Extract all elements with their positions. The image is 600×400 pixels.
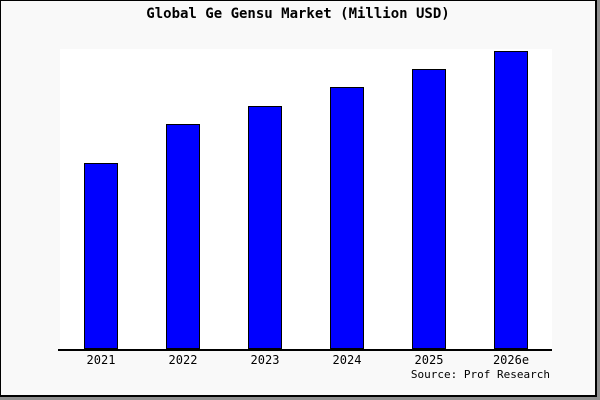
chart-title: Global Ge Gensu Market (Million USD) [146, 6, 450, 22]
bar-2022 [166, 124, 200, 349]
bar-2024 [330, 87, 364, 349]
x-axis-line [58, 349, 552, 351]
x-tick-label-2022: 2022 [168, 353, 198, 367]
bar-2026e [494, 51, 528, 349]
x-tick-label-2025: 2025 [414, 353, 444, 367]
x-tick-label-2024: 2024 [332, 353, 362, 367]
x-tick-label-2021: 2021 [86, 353, 116, 367]
x-tick-label-2023: 2023 [250, 353, 280, 367]
source-credit: Source: Prof Research [410, 368, 550, 381]
bar-2021 [84, 163, 118, 349]
plot-area [60, 49, 552, 349]
bar-2023 [248, 106, 282, 349]
bar-2025 [412, 69, 446, 349]
x-tick-label-2026e: 2026e [492, 353, 530, 367]
